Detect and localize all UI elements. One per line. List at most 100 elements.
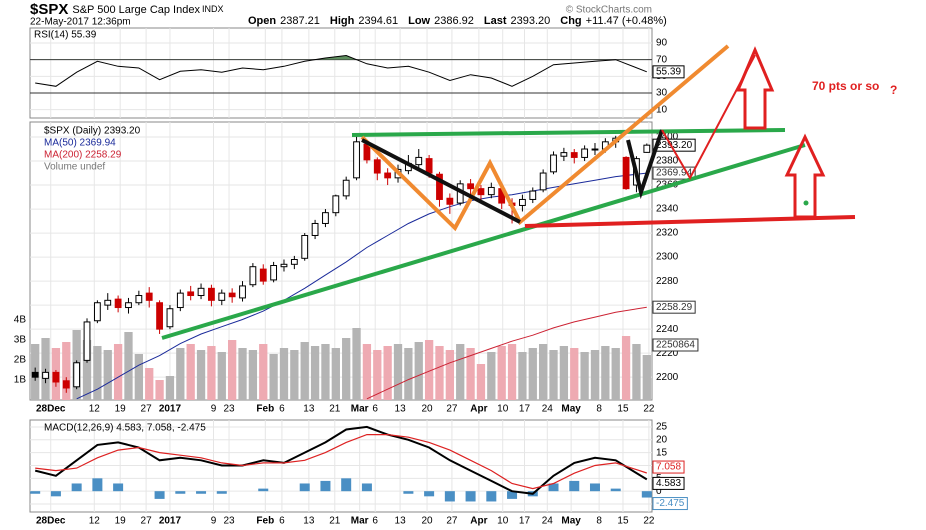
candle-body	[228, 292, 236, 298]
volume-tick-label: 2B	[14, 355, 27, 366]
histogram-bar	[175, 491, 186, 494]
volume-bar	[155, 380, 164, 400]
value-box	[652, 460, 685, 474]
candle-body	[239, 285, 246, 299]
volume-bar	[145, 368, 154, 400]
x-tick-label: May	[561, 516, 581, 527]
y-tick-label: 2220	[656, 348, 679, 359]
volume-bar	[93, 346, 102, 400]
candle-body	[270, 265, 278, 281]
volume-bar	[207, 346, 216, 400]
candle-body	[384, 172, 392, 179]
volume-bar	[165, 376, 175, 400]
candle-body	[83, 321, 91, 361]
volume-bar	[217, 352, 226, 400]
y-tick-label: 2320	[656, 228, 679, 239]
volume-bar	[228, 340, 237, 400]
volume-bar	[621, 336, 631, 400]
quote-label: Low	[408, 15, 430, 27]
x-tick-label: Feb	[256, 404, 274, 415]
volume-bar	[300, 342, 309, 400]
candle-body	[208, 287, 215, 301]
overbought-fill	[314, 55, 357, 60]
index-name: S&P 500 Large Cap Index	[72, 4, 200, 16]
histogram-bar	[486, 491, 497, 502]
volume-bar	[611, 348, 620, 400]
candle-body	[539, 172, 547, 191]
histogram-bar	[641, 491, 652, 498]
x-tick-label: 12	[89, 404, 101, 415]
value-label: 7.058	[656, 462, 681, 473]
quote-value: 2387.21	[280, 15, 320, 27]
volume-bar	[310, 346, 320, 400]
x-tick-label: 2017	[159, 516, 182, 527]
value-label: 2393.20	[656, 140, 693, 151]
candle-body	[467, 183, 474, 190]
resistance-line	[351, 128, 786, 137]
panel-frame	[29, 27, 653, 119]
y-tick-label: 10	[656, 104, 668, 115]
x-tick-label: Mar	[351, 404, 369, 415]
volume-bar	[507, 344, 517, 400]
quote-label: Last	[484, 15, 507, 27]
candle-body	[280, 263, 288, 268]
y-tick-label: 25	[656, 422, 668, 433]
x-tick-label: 24	[542, 516, 554, 527]
y-tick-label: 2200	[656, 372, 679, 383]
volume-tick-label: 3B	[14, 335, 27, 346]
volume-bar	[103, 350, 112, 400]
volume-bar	[248, 350, 258, 400]
x-tick-label: 23	[223, 404, 235, 415]
projection-line	[661, 54, 756, 181]
volume-bar	[456, 344, 465, 400]
value-label: 4.583	[656, 478, 681, 489]
volume-bar	[238, 348, 247, 400]
value-label: -2.475	[656, 498, 685, 509]
value-box	[652, 497, 688, 511]
symbol: $SPX	[30, 1, 68, 18]
volume-bar	[82, 340, 92, 400]
candle-body	[322, 212, 329, 224]
candle-body	[125, 302, 132, 309]
volume-bar	[601, 346, 610, 400]
volume-bar	[290, 350, 299, 400]
histogram-bar	[507, 491, 518, 499]
x-tick-label: 20	[421, 404, 433, 415]
x-tick-label: 17	[519, 516, 531, 527]
black-zigzag	[626, 129, 664, 200]
x-tick-label: 24	[542, 404, 554, 415]
x-tick-label: Mar	[351, 516, 369, 527]
macd-line	[34, 425, 648, 495]
quote-value: +11.47 (+0.48%)	[586, 15, 667, 27]
volume-bar	[373, 350, 382, 400]
histogram-bar	[71, 483, 82, 492]
x-tick-label: 13	[303, 404, 315, 415]
volume-bar	[279, 348, 289, 400]
histogram-bar	[569, 480, 580, 492]
volume-bar	[642, 355, 651, 400]
x-tick-label: 9	[211, 516, 217, 527]
panels: $SPX S&P 500 Large Cap Index INDX 22-May-20…	[14, 1, 699, 527]
candle-body	[42, 371, 49, 379]
volume-bar	[342, 338, 351, 400]
volume-bar	[134, 354, 143, 400]
candle-body	[31, 371, 39, 378]
volume-bar	[352, 328, 361, 400]
volume-bar	[570, 348, 579, 400]
x-tick-label: 12	[89, 516, 101, 527]
x-tick-label: 6	[372, 516, 378, 527]
volume-bar	[539, 344, 548, 400]
candle-body	[114, 298, 122, 309]
histogram-bar	[154, 491, 165, 499]
candle-body	[581, 148, 589, 158]
value-box	[652, 476, 685, 490]
legend: $SPX (Daily) 2393.20	[44, 126, 141, 137]
dot	[803, 200, 809, 206]
panel-frame	[29, 419, 653, 513]
y-tick-label: 0	[656, 486, 662, 497]
x-tick-label: 28Dec	[36, 404, 66, 415]
candle-body	[436, 173, 443, 200]
x-tick-label: 10	[497, 516, 509, 527]
legend: RSI(14) 55.39	[34, 30, 97, 41]
